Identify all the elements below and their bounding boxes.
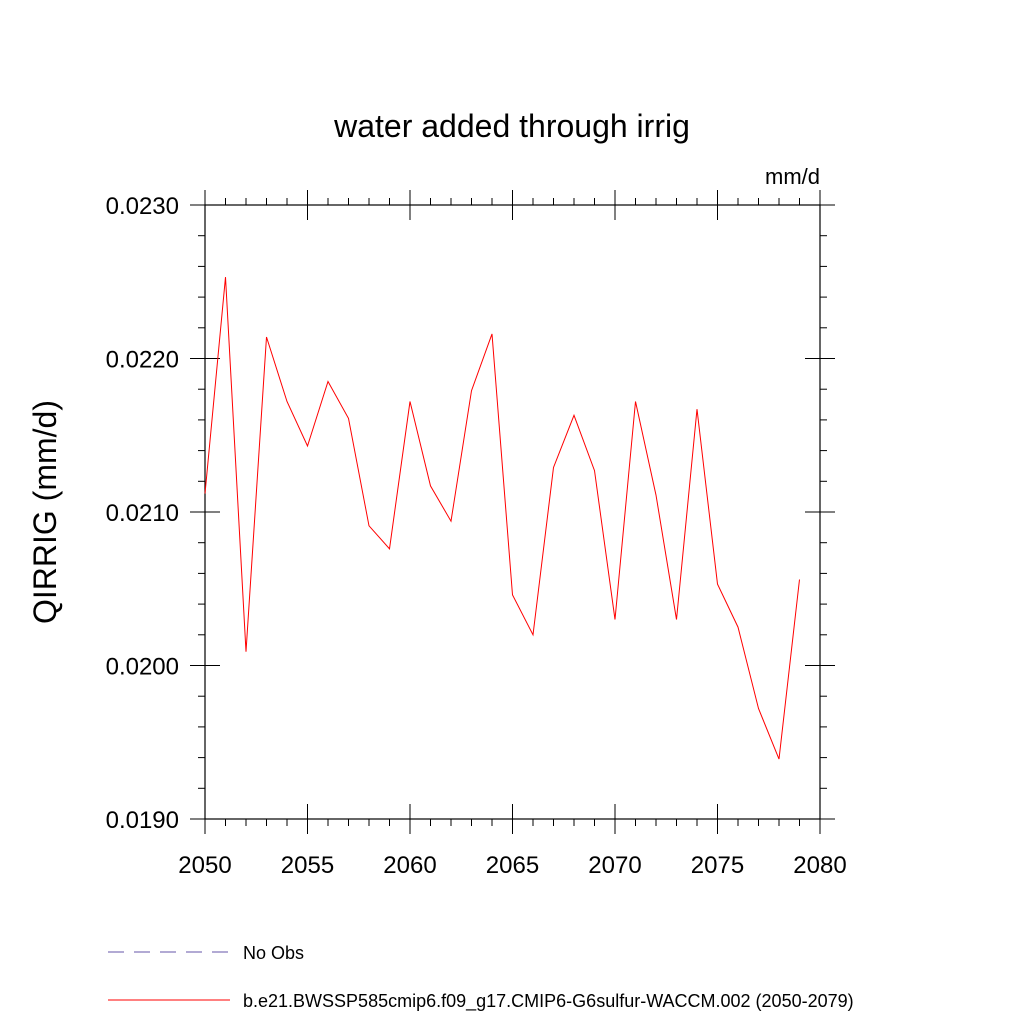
y-tick-label: 0.0220	[106, 347, 179, 374]
series-layer	[204, 277, 800, 760]
x-axis-tick-labels: 2050 2055 2060 2065 2070 2075 2080	[178, 852, 846, 879]
x-tick-label: 2075	[691, 852, 744, 879]
y-axis-ticks	[190, 204, 835, 820]
y-tick-label: 0.0200	[106, 654, 179, 681]
x-tick-label: 2065	[486, 852, 539, 879]
chart-title: water added through irrig	[333, 108, 690, 144]
x-axis-ticks	[204, 190, 821, 834]
x-tick-label: 2080	[793, 852, 846, 879]
x-tick-label: 2060	[383, 852, 436, 879]
legend: No Obs b.e21.BWSSP585cmip6.f09_g17.CMIP6-…	[108, 943, 854, 1012]
plot-frame	[204, 204, 821, 820]
y-axis-tick-labels: 0.0190 0.0200 0.0210 0.0220 0.0230	[106, 193, 179, 834]
series-line	[204, 277, 800, 760]
units-label: mm/d	[765, 164, 820, 189]
x-tick-label: 2070	[588, 852, 641, 879]
legend-label: b.e21.BWSSP585cmip6.f09_g17.CMIP6-G6sulf…	[243, 991, 854, 1012]
y-tick-label: 0.0230	[106, 193, 179, 220]
y-tick-label: 0.0210	[106, 500, 179, 527]
legend-label: No Obs	[243, 943, 304, 963]
y-tick-label: 0.0190	[106, 807, 179, 834]
y-axis-label: QIRRIG (mm/d)	[27, 400, 63, 624]
x-tick-label: 2055	[281, 852, 334, 879]
x-tick-label: 2050	[178, 852, 231, 879]
